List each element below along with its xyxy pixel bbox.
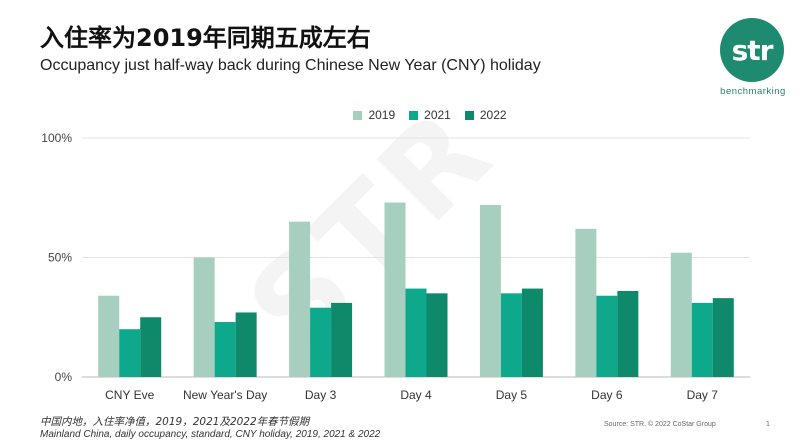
x-tick-label: Day 6	[591, 388, 623, 402]
bar-2019-2	[289, 221, 311, 377]
x-tick-label: Day 4	[400, 388, 432, 402]
bar-2019-5	[575, 228, 597, 377]
page-title: 入住率为2019年同期五成左右	[40, 24, 371, 52]
bar-2022-3	[426, 293, 448, 377]
x-tick-label: New Year's Day	[183, 388, 267, 402]
legend-label-2022: 2022	[479, 108, 507, 122]
bar-2022-4	[521, 288, 543, 377]
bar-2022-5	[617, 290, 639, 377]
legend-label-2021: 2021	[424, 108, 451, 122]
chart-legend: 2019 2021 2022	[0, 108, 800, 122]
bar-2021-1	[214, 322, 236, 377]
x-tick-label: Day 5	[496, 388, 528, 402]
bar-2022-1	[235, 312, 257, 377]
legend-item-2021: 2021	[409, 108, 451, 122]
bar-2021-2	[310, 307, 332, 377]
source-credit: Source: STR. © 2022 CoStar Group	[604, 421, 716, 428]
bar-2019-0	[98, 295, 120, 377]
bar-2019-6	[670, 252, 692, 377]
bar-2019-4	[479, 204, 501, 377]
bar-2021-3	[405, 288, 427, 377]
str-logo: str	[720, 18, 784, 82]
logo-text: str	[731, 33, 774, 67]
bar-2022-2	[331, 302, 353, 377]
legend-swatch-2021	[409, 110, 419, 120]
bar-2019-3	[384, 202, 406, 377]
logo-tagline: benchmarking	[720, 86, 786, 97]
bar-2021-4	[500, 293, 522, 377]
x-tick-label: Day 3	[305, 388, 337, 402]
bar-2022-0	[140, 317, 162, 377]
bar-2022-6	[712, 298, 734, 377]
x-tick-label: Day 7	[687, 388, 719, 402]
bar-2021-6	[691, 302, 713, 377]
footnote-english: Mainland China, daily occupancy, standar…	[40, 429, 381, 440]
bar-2021-0	[119, 329, 141, 377]
bar-2021-5	[596, 295, 618, 377]
y-tick-label: 0%	[55, 370, 73, 384]
x-tick-label: CNY Eve	[105, 388, 154, 402]
legend-item-2022: 2022	[464, 108, 507, 122]
page-number: 1	[766, 421, 770, 428]
y-tick-label: 50%	[48, 251, 72, 265]
bar-2019-1	[193, 257, 215, 377]
legend-swatch-2019	[353, 110, 363, 120]
footnote-chinese: 中国内地，入住率净值，2019，2021及2022年春节假期	[40, 416, 310, 428]
page-subtitle: Occupancy just half-way back during Chin…	[40, 57, 541, 74]
legend-swatch-2022	[464, 110, 474, 120]
legend-item-2019: 2019	[353, 108, 395, 122]
y-tick-label: 100%	[41, 131, 72, 145]
legend-label-2019: 2019	[368, 108, 396, 122]
